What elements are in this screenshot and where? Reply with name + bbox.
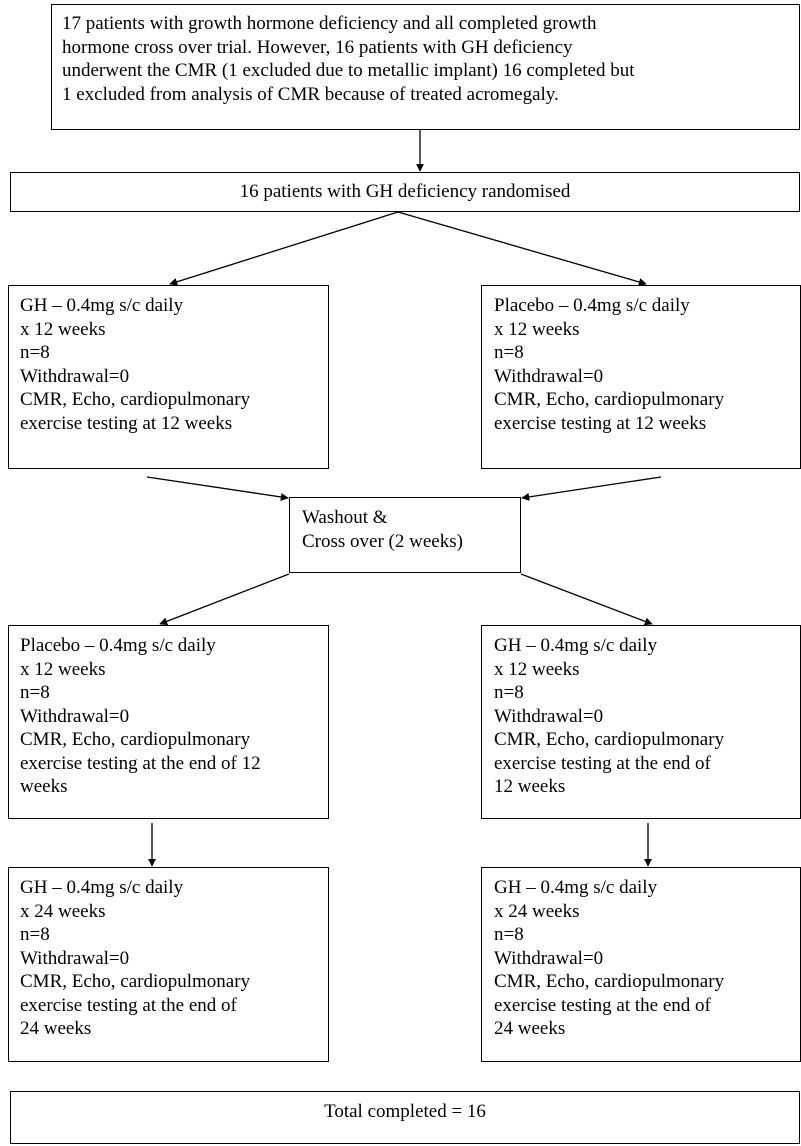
intro-line-4: 1 excluded from analysis of CMR because … [62, 83, 559, 105]
phase1-placebo-line-2: x 12 weeks [494, 318, 580, 340]
phase2-gh-box: GH – 0.4mg s/c daily x 12 weeks n=8 With… [481, 625, 801, 819]
phase3-gh-left-box: GH – 0.4mg s/c daily x 24 weeks n=8 With… [8, 867, 329, 1062]
arrow-washout-to-placebo2 [159, 573, 290, 626]
intro-line-3: underwent the CMR (1 excluded due to met… [62, 60, 635, 81]
phase2-gh-line-3: n=8 [494, 682, 524, 703]
phase3-left-line-5: CMR, Echo, cardiopulmonary [20, 971, 251, 992]
total-text: Total completed = 16 [324, 1101, 486, 1122]
phase1-gh-box: GH – 0.4mg s/c daily x 12 weeks n=8 With… [8, 285, 329, 469]
intro-line-1: 17 patients with growth hormone deficien… [62, 13, 597, 34]
phase2-placebo-line-6: exercise testing at the end of 12 [20, 752, 261, 774]
phase1-placebo-line-1: Placebo – 0.4mg s/c daily [494, 295, 690, 316]
phase1-placebo-line-4: Withdrawal=0 [494, 365, 604, 387]
washout-line-2: Cross over (2 weeks) [302, 530, 463, 552]
phase2-gh-line-1: GH – 0.4mg s/c daily [494, 635, 658, 656]
total-box: Total completed = 16 [10, 1091, 800, 1144]
phase2-placebo-box: Placebo – 0.4mg s/c daily x 12 weeks n=8… [8, 625, 329, 819]
phase2-gh-line-6: exercise testing at the end of [494, 752, 711, 774]
phase3-left-line-2: x 24 weeks [20, 900, 106, 922]
phase3-right-line-1: GH – 0.4mg s/c daily [494, 877, 658, 898]
randomised-text: 16 patients with GH deficiency randomise… [239, 181, 571, 202]
arrow-randomised-to-gh [169, 211, 399, 286]
phase2-gh-line-5: CMR, Echo, cardiopulmonary [494, 729, 725, 750]
randomised-box: 16 patients with GH deficiency randomise… [10, 172, 800, 212]
phase3-right-line-6: exercise testing at the end of [494, 994, 711, 1016]
phase3-left-line-3: n=8 [20, 924, 50, 945]
phase1-gh-line-6: exercise testing at 12 weeks [20, 412, 233, 434]
phase3-right-line-2: x 24 weeks [494, 900, 580, 922]
phase1-gh-line-3: n=8 [20, 342, 50, 363]
phase1-gh-line-2: x 12 weeks [20, 318, 106, 340]
phase1-placebo-box: Placebo – 0.4mg s/c daily x 12 weeks n=8… [481, 285, 801, 469]
arrow-randomised-to-placebo [397, 211, 647, 286]
phase1-gh-line-5: CMR, Echo, cardiopulmonary [20, 389, 251, 410]
phase3-left-line-4: Withdrawal=0 [20, 947, 130, 969]
phase2-gh-line-7: 12 weeks [494, 776, 566, 797]
washout-line-1: Washout & [302, 507, 388, 528]
washout-box: Washout & Cross over (2 weeks) [289, 497, 521, 573]
phase3-left-line-1: GH – 0.4mg s/c daily [20, 877, 184, 898]
phase1-placebo-line-6: exercise testing at 12 weeks [494, 412, 707, 434]
phase2-placebo-line-4: Withdrawal=0 [20, 705, 130, 727]
phase2-gh-line-4: Withdrawal=0 [494, 705, 604, 727]
phase3-right-line-7: 24 weeks [494, 1018, 566, 1039]
phase1-placebo-line-5: CMR, Echo, cardiopulmonary [494, 389, 725, 410]
phase3-gh-right-box: GH – 0.4mg s/c daily x 24 weeks n=8 With… [481, 867, 801, 1062]
phase1-gh-line-4: Withdrawal=0 [20, 365, 130, 387]
phase2-gh-line-2: x 12 weeks [494, 658, 580, 680]
phase3-left-line-6: exercise testing at the end of [20, 994, 237, 1016]
phase2-placebo-line-2: x 12 weeks [20, 658, 106, 680]
intro-box: 17 patients with growth hormone deficien… [51, 4, 800, 130]
phase2-placebo-line-7: weeks [20, 776, 68, 797]
phase2-placebo-line-5: CMR, Echo, cardiopulmonary [20, 729, 251, 750]
phase2-placebo-line-3: n=8 [20, 682, 50, 703]
phase1-gh-line-1: GH – 0.4mg s/c daily [20, 295, 184, 316]
arrow-placebo-to-washout [521, 476, 662, 501]
phase3-right-line-3: n=8 [494, 924, 524, 945]
phase3-right-line-5: CMR, Echo, cardiopulmonary [494, 971, 725, 992]
phase1-placebo-line-3: n=8 [494, 342, 524, 363]
phase3-right-line-4: Withdrawal=0 [494, 947, 604, 969]
arrow-washout-to-gh2 [520, 573, 653, 626]
arrow-gh-to-washout [146, 476, 289, 501]
phase3-left-line-7: 24 weeks [20, 1018, 92, 1039]
intro-line-2: hormone cross over trial. However, 16 pa… [62, 36, 573, 58]
phase2-placebo-line-1: Placebo – 0.4mg s/c daily [20, 635, 216, 656]
